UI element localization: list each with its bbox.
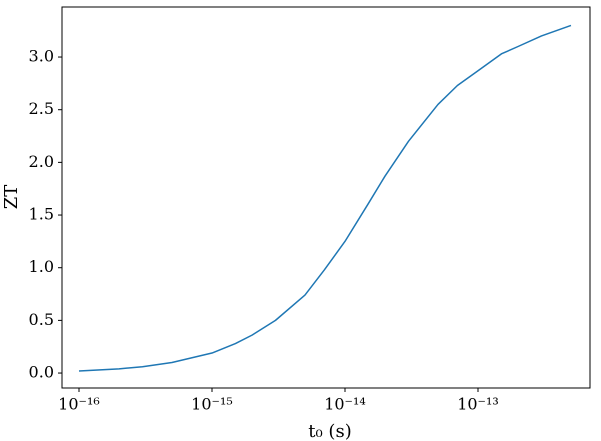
x-tick-label: 10⁻¹⁴ (324, 395, 366, 414)
x-tick-label: 10⁻¹³ (457, 395, 499, 414)
data-line (78, 24, 572, 372)
y-tick-label: 0.5 (29, 310, 54, 329)
y-tick-label: 0.0 (29, 363, 54, 382)
y-axis-label: ZT (1, 185, 22, 210)
x-tick-label: 10⁻¹⁶ (58, 395, 100, 414)
y-tick-label: 1.0 (29, 257, 54, 276)
x-axis-label: t₀ (s) (308, 421, 351, 441)
y-tick-label: 2.0 (29, 152, 54, 171)
axes-frame (61, 6, 591, 389)
y-tick-label: 2.5 (29, 99, 54, 118)
y-tick-label: 3.0 (29, 47, 54, 66)
y-tick-label: 1.5 (29, 205, 54, 224)
x-tick-label: 10⁻¹⁵ (191, 395, 233, 414)
